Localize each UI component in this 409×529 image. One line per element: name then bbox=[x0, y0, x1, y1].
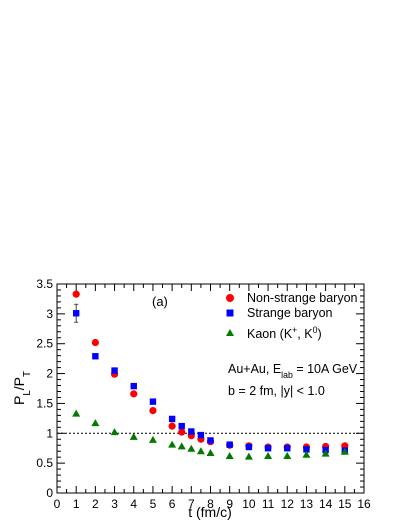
y-axis-label: PL/PT bbox=[11, 371, 33, 405]
x-tick-label: 0 bbox=[54, 497, 61, 511]
legend: Non-strange baryon Strange baryon Kaon (… bbox=[226, 291, 358, 341]
point-strange-baryon bbox=[207, 437, 214, 444]
y-tick-label: 1.5 bbox=[36, 396, 53, 410]
x-axis-label: t (fm/c) bbox=[188, 504, 232, 520]
plot-frame bbox=[56, 283, 365, 494]
point-strange-baryon bbox=[264, 445, 272, 452]
annotation-collision: Au+Au, Elab = 10A GeV bbox=[228, 362, 358, 380]
y-tick-label: 3.5 bbox=[36, 277, 53, 291]
legend-marker-kaon bbox=[226, 329, 234, 336]
y-tick-label: 2.5 bbox=[36, 337, 53, 351]
legend-marker-non-strange bbox=[226, 294, 234, 302]
x-tick-label: 16 bbox=[357, 497, 371, 511]
legend-label-non-strange: Non-strange baryon bbox=[247, 291, 358, 305]
point-kaon bbox=[72, 409, 81, 417]
point-non-strange-baryon bbox=[91, 338, 99, 347]
point-kaon bbox=[206, 448, 215, 456]
x-tick-label: 10 bbox=[242, 497, 256, 511]
y-tick-label: 0 bbox=[46, 486, 53, 500]
point-strange-baryon bbox=[284, 445, 291, 452]
x-tick-label: 13 bbox=[300, 497, 314, 511]
point-kaon bbox=[225, 451, 234, 459]
y-axis-ticks: 0 0.5 1 1.5 2 2.5 3 3.5 bbox=[36, 277, 364, 500]
point-strange-baryon bbox=[111, 367, 118, 374]
x-tick-label: 7 bbox=[188, 497, 195, 511]
point-strange-baryon bbox=[188, 428, 195, 435]
point-non-strange-baryon bbox=[168, 422, 176, 430]
x-tick-label: 3 bbox=[111, 497, 118, 511]
x-tick-label: 12 bbox=[281, 497, 295, 511]
point-non-strange-baryon bbox=[178, 428, 186, 436]
x-tick-label: 9 bbox=[226, 497, 233, 511]
x-tick-label: 15 bbox=[338, 497, 352, 511]
y-tick-label: 2 bbox=[46, 367, 53, 381]
x-tick-label: 14 bbox=[319, 497, 333, 511]
point-kaon bbox=[340, 447, 349, 455]
point-kaon bbox=[302, 450, 311, 458]
x-tick-label: 5 bbox=[150, 497, 157, 511]
point-kaon bbox=[177, 442, 186, 450]
legend-label-kaon: Kaon (K+, K0) bbox=[247, 325, 322, 341]
y-tick-label: 0.5 bbox=[36, 456, 53, 470]
point-kaon bbox=[91, 419, 100, 427]
point-kaon bbox=[187, 444, 196, 452]
x-tick-label: 6 bbox=[169, 497, 176, 511]
point-kaon bbox=[110, 428, 119, 436]
point-strange-baryon bbox=[197, 431, 205, 439]
y-tick-label: 3 bbox=[46, 307, 53, 321]
point-strange-baryon bbox=[245, 443, 253, 451]
point-kaon bbox=[148, 435, 157, 443]
point-non-strange-baryon bbox=[130, 390, 138, 398]
point-strange-baryon bbox=[303, 446, 310, 453]
point-strange-baryon bbox=[92, 353, 99, 360]
point-kaon bbox=[264, 451, 273, 459]
x-tick-label: 1 bbox=[73, 497, 80, 511]
x-tick-label: 11 bbox=[262, 497, 275, 511]
point-strange-baryon bbox=[130, 382, 137, 390]
y-tick-label: 1 bbox=[46, 426, 53, 440]
legend-marker-strange bbox=[226, 309, 234, 317]
annotation-cuts: b = 2 fm, |y| < 1.0 bbox=[228, 384, 325, 398]
point-strange-baryon bbox=[226, 441, 233, 448]
point-strange-baryon bbox=[72, 310, 80, 317]
point-kaon bbox=[196, 447, 205, 455]
point-kaon bbox=[321, 449, 330, 457]
legend-label-strange: Strange baryon bbox=[247, 306, 333, 320]
point-non-strange-baryon bbox=[149, 406, 157, 415]
x-tick-label: 8 bbox=[207, 497, 214, 511]
point-kaon bbox=[129, 432, 138, 440]
point-non-strange-baryon bbox=[72, 290, 80, 298]
panel-label: (a) bbox=[152, 294, 168, 309]
point-kaon bbox=[168, 440, 177, 448]
point-kaon bbox=[283, 451, 292, 459]
x-tick-label: 4 bbox=[130, 497, 137, 511]
point-strange-baryon bbox=[168, 415, 176, 423]
point-strange-baryon bbox=[149, 398, 157, 405]
x-axis-ticks: 0 1 2 3 4 5 6 7 8 9 10 11 12 13 14 15 16 bbox=[54, 284, 371, 511]
data-points bbox=[72, 290, 349, 460]
point-strange-baryon bbox=[178, 422, 185, 430]
x-tick-label: 2 bbox=[92, 497, 99, 511]
point-kaon bbox=[244, 452, 253, 460]
